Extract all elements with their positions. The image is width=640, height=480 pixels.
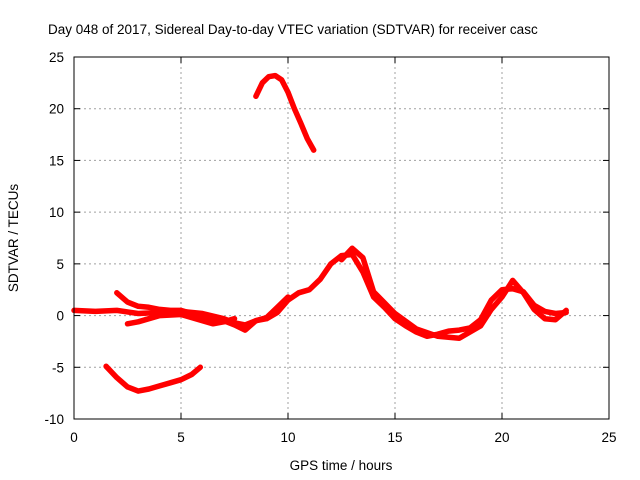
x-tick-label: 20: [494, 430, 509, 445]
plot-frame: [73, 56, 610, 420]
y-tick-label: -10: [44, 412, 64, 427]
grid-lines: [74, 57, 609, 419]
data-series: [71, 72, 569, 394]
y-tick-label: 10: [49, 205, 64, 220]
y-tick-label: -5: [52, 360, 64, 375]
x-axis-label: GPS time / hours: [290, 458, 393, 473]
y-tick-label: 5: [56, 257, 64, 272]
series-line-arc-low: [103, 363, 204, 394]
series-line-main-b: [114, 290, 291, 333]
x-tick-label: 0: [70, 430, 78, 445]
x-tick-label: 15: [387, 430, 402, 445]
x-tick-label: 10: [280, 430, 295, 445]
x-tick-labels: 0 5 10 15 20 25: [70, 430, 616, 445]
chart-title: Day 048 of 2017, Sidereal Day-to-day VTE…: [48, 22, 538, 37]
y-tick-labels: -10 -5 0 5 10 15 20 25: [44, 50, 64, 427]
x-tick-label: 25: [601, 430, 616, 445]
y-tick-label: 15: [49, 153, 64, 168]
axis-ticks: [73, 56, 610, 420]
y-tick-label: 0: [56, 309, 64, 324]
series-line-main-c: [124, 311, 238, 327]
x-tick-label: 5: [177, 430, 185, 445]
series-line-main-a: [71, 251, 569, 340]
y-tick-label: 25: [49, 50, 64, 65]
y-tick-label: 20: [49, 102, 64, 117]
series-line-arc-high: [253, 72, 317, 153]
series-line-main-d: [338, 245, 569, 342]
y-axis-label: SDTVAR / TECUs: [6, 184, 21, 293]
